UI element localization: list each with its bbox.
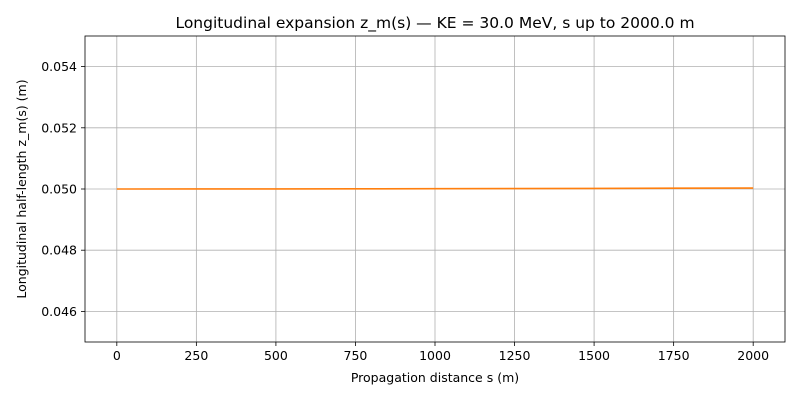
x-tick-label: 0 (113, 348, 121, 363)
x-tick-label: 1000 (419, 348, 451, 363)
y-tick-label: 0.052 (41, 120, 77, 135)
x-tick-label: 2000 (737, 348, 769, 363)
x-tick-label: 750 (344, 348, 368, 363)
chart-title: Longitudinal expansion z_m(s) — KE = 30.… (175, 14, 694, 33)
series-layer (116, 187, 754, 190)
x-tick-label: 1750 (658, 348, 690, 363)
y-tick-label: 0.050 (41, 182, 77, 197)
x-tick-label: 250 (184, 348, 208, 363)
x-tick-label: 1250 (499, 348, 531, 363)
y-axis-label: Longitudinal half-length z_m(s) (m) (14, 79, 29, 298)
x-tick-label: 1500 (578, 348, 610, 363)
series-line-0 (116, 187, 754, 190)
x-axis-label: Propagation distance s (m) (351, 370, 519, 385)
ticks: 0 250 500 750 1000 1250 1500 1750 2000 0.046 0.048… (41, 59, 769, 363)
x-tick-label: 500 (264, 348, 288, 363)
y-tick-label: 0.048 (41, 243, 77, 258)
y-tick-label: 0.046 (41, 304, 77, 319)
y-tick-label: 0.054 (41, 59, 77, 74)
